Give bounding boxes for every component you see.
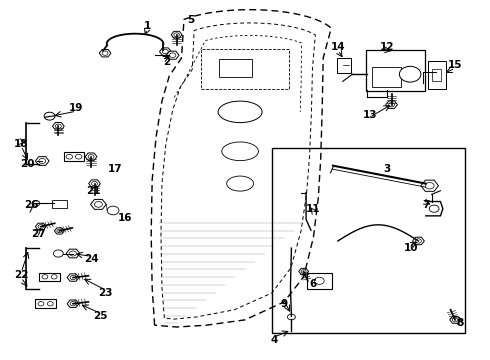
Circle shape [95,202,102,207]
Text: 27: 27 [31,229,46,239]
Circle shape [399,66,421,82]
Circle shape [174,33,179,37]
Text: 14: 14 [331,42,345,52]
Circle shape [51,275,57,279]
Circle shape [162,49,168,54]
Polygon shape [67,274,79,281]
Circle shape [315,277,324,284]
Circle shape [70,251,76,256]
Text: 25: 25 [94,311,108,321]
Polygon shape [171,31,182,38]
Polygon shape [413,237,424,245]
Text: 19: 19 [69,103,84,113]
FancyBboxPatch shape [337,58,351,73]
Circle shape [288,314,295,320]
Text: 26: 26 [24,200,38,210]
Polygon shape [386,101,397,108]
Polygon shape [66,249,80,258]
Circle shape [39,158,46,163]
Text: 21: 21 [86,186,101,196]
Circle shape [107,206,119,215]
FancyBboxPatch shape [39,273,60,281]
Polygon shape [89,180,100,187]
Circle shape [70,302,76,306]
Polygon shape [159,48,171,55]
Text: 23: 23 [98,288,113,298]
Circle shape [102,51,108,55]
Circle shape [38,302,44,306]
Polygon shape [91,199,106,210]
Circle shape [32,201,40,206]
Polygon shape [299,268,309,275]
Text: 13: 13 [362,111,377,121]
Circle shape [66,154,73,159]
Circle shape [53,250,63,257]
Circle shape [55,124,61,129]
Polygon shape [35,157,49,165]
Circle shape [38,225,44,229]
Text: 15: 15 [448,60,463,70]
Text: 4: 4 [270,334,278,345]
Text: 12: 12 [379,42,394,52]
FancyBboxPatch shape [272,148,466,333]
Polygon shape [99,49,111,57]
Circle shape [425,183,434,189]
FancyBboxPatch shape [366,50,425,91]
FancyBboxPatch shape [428,60,446,89]
Text: 1: 1 [144,21,151,31]
Polygon shape [67,300,79,307]
Text: 10: 10 [404,243,418,253]
Text: 22: 22 [14,270,28,280]
Text: 7: 7 [422,200,429,210]
Text: 8: 8 [456,319,464,328]
Circle shape [75,154,82,159]
Circle shape [44,112,55,120]
Text: 16: 16 [118,213,132,222]
Circle shape [48,302,53,306]
Text: 17: 17 [108,164,123,174]
Circle shape [389,103,394,107]
Circle shape [70,275,76,280]
Polygon shape [450,316,461,323]
Polygon shape [85,153,97,161]
Circle shape [301,270,306,273]
Circle shape [92,181,98,186]
Circle shape [429,205,439,212]
Polygon shape [421,180,439,191]
Text: 18: 18 [14,139,28,149]
Polygon shape [54,228,64,234]
Text: 2: 2 [163,57,171,67]
Polygon shape [52,122,64,130]
Polygon shape [166,51,179,59]
Circle shape [57,229,62,233]
Circle shape [42,275,48,279]
FancyBboxPatch shape [372,67,401,87]
Circle shape [416,239,421,243]
Text: 9: 9 [281,299,288,309]
Text: 5: 5 [188,15,195,26]
Text: 24: 24 [84,254,98,264]
Text: 11: 11 [306,204,320,214]
Circle shape [88,154,94,159]
FancyBboxPatch shape [64,152,84,161]
Text: 20: 20 [20,159,35,169]
Text: 3: 3 [383,164,391,174]
Circle shape [170,53,176,58]
FancyBboxPatch shape [52,200,67,208]
Text: 6: 6 [310,279,317,289]
Circle shape [452,318,458,322]
Polygon shape [35,223,46,230]
FancyBboxPatch shape [432,69,441,81]
FancyBboxPatch shape [307,273,332,289]
FancyBboxPatch shape [35,300,56,308]
